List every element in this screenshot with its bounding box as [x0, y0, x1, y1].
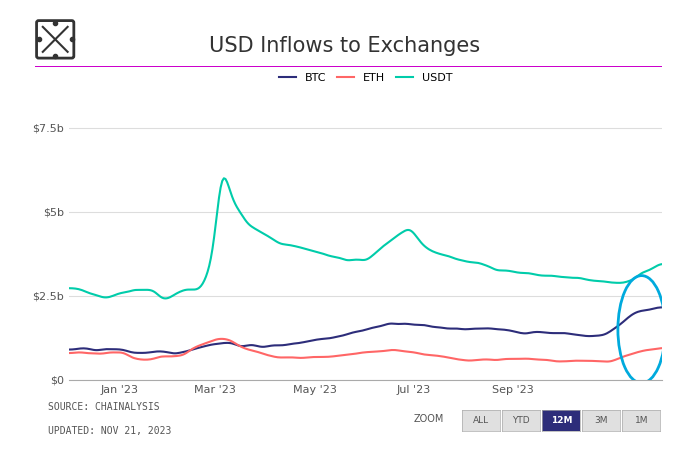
Text: SOURCE: CHAINALYSIS: SOURCE: CHAINALYSIS — [48, 402, 160, 413]
Text: ZOOM: ZOOM — [414, 414, 444, 424]
Text: YTD: YTD — [513, 416, 530, 425]
Text: USD Inflows to Exchanges: USD Inflows to Exchanges — [210, 36, 480, 56]
Text: 3M: 3M — [595, 416, 608, 425]
Legend: BTC, ETH, USDT: BTC, ETH, USDT — [275, 69, 457, 87]
Text: ALL: ALL — [473, 416, 489, 425]
Text: UPDATED: NOV 21, 2023: UPDATED: NOV 21, 2023 — [48, 425, 172, 436]
Text: 1M: 1M — [635, 416, 648, 425]
Text: 12M: 12M — [551, 416, 572, 425]
